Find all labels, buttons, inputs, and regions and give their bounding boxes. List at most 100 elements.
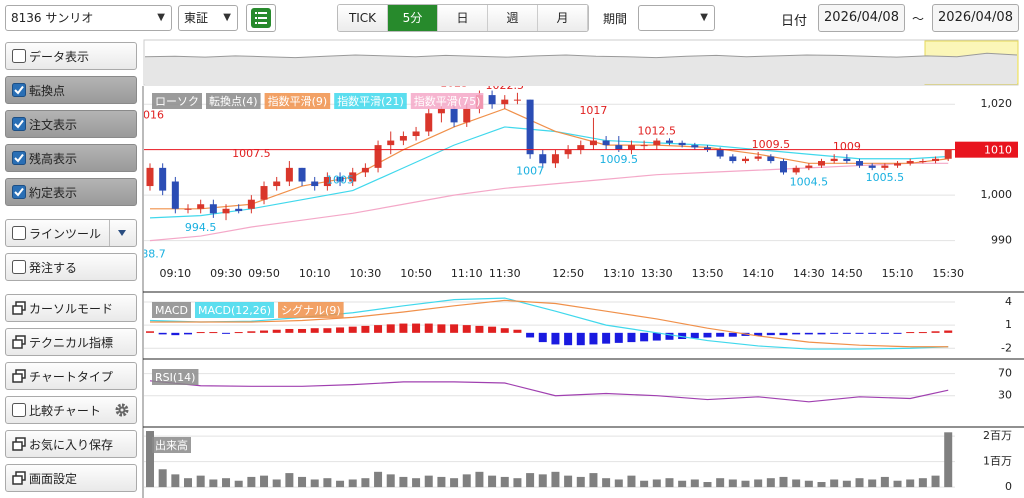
candle-body <box>818 161 826 166</box>
legend-label: MACD(12,26) <box>198 304 271 317</box>
market: 東証 <box>184 11 209 25</box>
histogram-bar <box>146 331 154 333</box>
period-select[interactable]: ▼ <box>638 5 715 31</box>
candle-body <box>437 108 445 114</box>
volume-bar <box>260 475 269 488</box>
legend-label: ローソク <box>155 95 199 108</box>
x-tick-label: 09:30 <box>210 267 242 280</box>
y-tick-label: 1,020 <box>981 97 1013 110</box>
histogram-bar <box>526 332 535 338</box>
market-select[interactable]: 東証 ▼ <box>178 5 238 31</box>
candle-body <box>564 149 572 155</box>
x-tick-label: 11:10 <box>451 267 483 280</box>
dropdown-button[interactable] <box>109 220 136 246</box>
histogram-bar <box>893 332 902 334</box>
volume-bar <box>538 474 547 488</box>
turning-point-label: 1005 <box>326 173 354 186</box>
histogram-bar <box>779 332 788 336</box>
histogram-bar <box>488 326 497 333</box>
sidebar-button[interactable]: 残高表示 <box>5 144 137 172</box>
volume-bar <box>526 473 535 488</box>
turning-point-label: 1017 <box>579 104 607 117</box>
x-tick-label: 13:50 <box>692 267 724 280</box>
candle-body <box>703 147 711 150</box>
line-series <box>149 162 949 242</box>
candle-body <box>843 158 851 162</box>
date-to[interactable]: 2026/04/08 <box>932 4 1019 32</box>
sidebar-button[interactable]: カーソルモード <box>5 294 137 322</box>
legend-label: 指数平滑(75) <box>414 94 481 108</box>
volume-bar <box>285 473 294 488</box>
sidebar-button[interactable]: 画面設定 <box>5 464 137 492</box>
candle-body <box>298 167 306 182</box>
candle-body <box>780 161 787 173</box>
turning-point-label: 1023 <box>440 77 468 90</box>
legend-label: 指数平滑(21) <box>337 94 404 108</box>
candle-body <box>146 167 154 187</box>
settings-button[interactable] <box>110 397 136 423</box>
histogram-bar <box>298 328 307 333</box>
volume-bar <box>361 478 370 488</box>
sidebar-label: 発注する <box>29 260 78 275</box>
volume-bar <box>500 476 509 488</box>
histogram-bar <box>842 332 851 334</box>
legend-chip <box>410 93 484 109</box>
volume-bar <box>386 474 395 488</box>
candle-body <box>602 140 610 146</box>
sidebar-button[interactable]: データ表示 <box>5 42 137 70</box>
overview-area <box>145 53 1017 84</box>
period-label: 期間 <box>603 12 628 26</box>
volume-bar <box>348 479 357 488</box>
candle-body <box>501 99 509 105</box>
volume-bar <box>209 479 218 488</box>
sidebar-label: 転換点 <box>29 83 66 98</box>
sidebar-button[interactable]: 転換点 <box>5 76 137 104</box>
sidebar-button[interactable]: テクニカル指標 <box>5 328 137 356</box>
candle-body <box>539 154 547 164</box>
candle-body <box>830 158 838 162</box>
candle-body <box>615 145 623 150</box>
sidebar-button[interactable]: 注文表示 <box>5 110 137 138</box>
candle-body <box>209 204 217 214</box>
candle-body <box>944 149 952 159</box>
sidebar-label: お気に入り保存 <box>29 437 114 452</box>
candle-body <box>551 154 559 164</box>
x-tick-label: 13:10 <box>603 267 635 280</box>
interval-tab[interactable]: 月 <box>538 5 588 31</box>
histogram-bar <box>247 331 256 333</box>
sidebar-button[interactable]: 比較チャート <box>5 396 137 424</box>
window-icon <box>12 471 26 485</box>
checkbox <box>12 260 26 274</box>
candle-body <box>197 204 205 209</box>
histogram-bar <box>640 332 649 342</box>
volume-bar <box>475 471 484 488</box>
sidebar-button[interactable]: 約定表示 <box>5 178 137 206</box>
dropdown-arrow <box>117 230 126 236</box>
legend-label: 転換点(4) <box>209 95 258 108</box>
volume-bar <box>437 476 446 488</box>
interval-tab[interactable]: 日 <box>438 5 488 31</box>
interval-tab[interactable]: 週 <box>488 5 538 31</box>
interval-tab[interactable]: 5分 <box>388 5 438 31</box>
interval-tab[interactable]: TICK <box>338 5 388 31</box>
histogram-bar <box>880 332 889 334</box>
sidebar-button[interactable]: ラインツール <box>5 219 137 247</box>
volume-bar <box>640 480 649 488</box>
turning-point-label: 994.5 <box>185 221 217 234</box>
symbol-select[interactable]: 8136 サンリオ ▼ <box>5 5 172 31</box>
sidebar-button[interactable]: 発注する <box>5 253 137 281</box>
legend-chip <box>206 93 261 109</box>
histogram-bar <box>602 332 611 344</box>
sidebar-button[interactable]: チャートタイプ <box>5 362 137 390</box>
volume-bar <box>424 475 433 488</box>
volume-bar <box>184 478 193 488</box>
turning-point-label: 1007.5 <box>232 147 271 160</box>
sidebar-button[interactable]: お気に入り保存 <box>5 430 137 458</box>
legend-label: 出来高 <box>155 438 188 452</box>
histogram-bar <box>234 332 243 334</box>
list-button[interactable] <box>246 4 276 32</box>
date-from[interactable]: 2026/04/08 <box>818 4 905 32</box>
volume-bar <box>196 475 205 488</box>
volume-bar <box>374 471 383 488</box>
